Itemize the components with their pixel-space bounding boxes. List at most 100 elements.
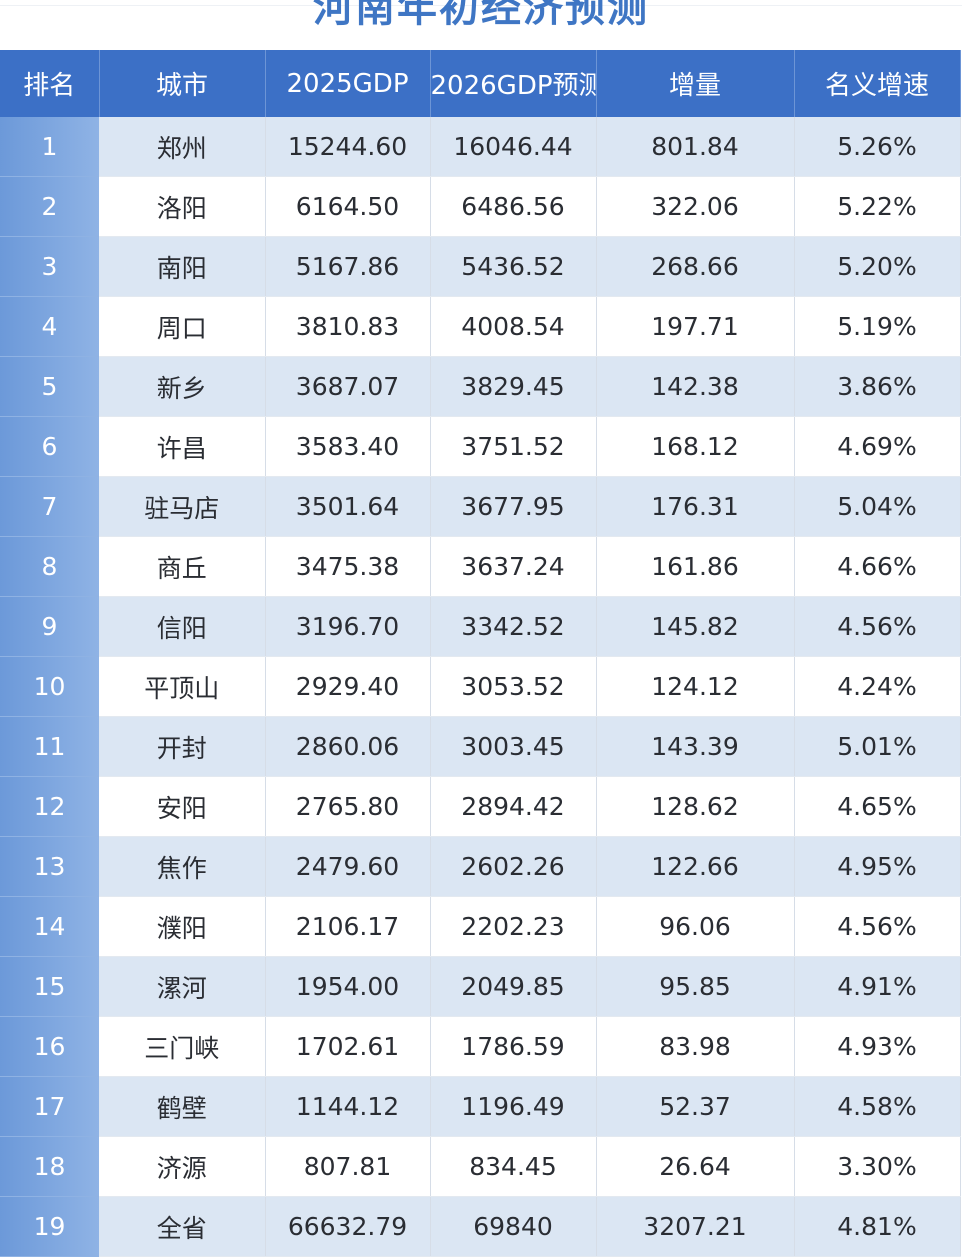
cell-increment: 176.31 xyxy=(596,476,795,537)
cell-increment: 122.66 xyxy=(596,836,795,897)
cell-city: 鹤壁 xyxy=(99,1076,266,1137)
table-row: 9 信阳 3196.70 3342.52 145.82 4.56% xyxy=(0,596,961,657)
cell-rank: 10 xyxy=(0,656,99,717)
table-row: 14 濮阳 2106.17 2202.23 96.06 4.56% xyxy=(0,896,961,957)
cell-city: 周口 xyxy=(99,296,266,357)
cell-city: 许昌 xyxy=(99,416,266,477)
cell-gdp-2025: 3583.40 xyxy=(265,416,431,477)
cell-gdp-2025: 1144.12 xyxy=(265,1076,431,1137)
cell-gdp-2026-forecast: 1196.49 xyxy=(430,1076,597,1137)
cell-rank: 17 xyxy=(0,1076,99,1137)
cell-nominal-growth: 5.26% xyxy=(794,117,961,177)
cell-gdp-2026-forecast: 5436.52 xyxy=(430,236,597,297)
cell-rank: 15 xyxy=(0,956,99,1017)
table-row: 3 南阳 5167.86 5436.52 268.66 5.20% xyxy=(0,236,961,297)
cell-nominal-growth: 4.56% xyxy=(794,896,961,957)
cell-rank: 16 xyxy=(0,1016,99,1077)
cell-nominal-growth: 4.81% xyxy=(794,1196,961,1257)
cell-gdp-2025: 1702.61 xyxy=(265,1016,431,1077)
cell-gdp-2026-forecast: 1786.59 xyxy=(430,1016,597,1077)
cell-city: 焦作 xyxy=(99,836,266,897)
cell-rank: 8 xyxy=(0,536,99,597)
cell-nominal-growth: 5.19% xyxy=(794,296,961,357)
cell-increment: 161.86 xyxy=(596,536,795,597)
cell-nominal-growth: 4.56% xyxy=(794,596,961,657)
cell-increment: 197.71 xyxy=(596,296,795,357)
cell-rank: 13 xyxy=(0,836,99,897)
cell-gdp-2025: 2106.17 xyxy=(265,896,431,957)
cell-gdp-2026-forecast: 3677.95 xyxy=(430,476,597,537)
cell-nominal-growth: 3.30% xyxy=(794,1136,961,1197)
cell-nominal-growth: 5.22% xyxy=(794,176,961,237)
table-header-row: 排名 城市 2025GDP 2026GDP预测 增量 名义增速 xyxy=(0,50,961,117)
cell-gdp-2026-forecast: 3637.24 xyxy=(430,536,597,597)
table-row: 15 漯河 1954.00 2049.85 95.85 4.91% xyxy=(0,956,961,1017)
cell-increment: 26.64 xyxy=(596,1136,795,1197)
cell-gdp-2025: 3687.07 xyxy=(265,356,431,417)
cell-city: 漯河 xyxy=(99,956,266,1017)
cell-nominal-growth: 5.20% xyxy=(794,236,961,297)
cell-gdp-2026-forecast: 2894.42 xyxy=(430,776,597,837)
cell-increment: 143.39 xyxy=(596,716,795,777)
table-row: 7 驻马店 3501.64 3677.95 176.31 5.04% xyxy=(0,476,961,537)
cell-rank: 3 xyxy=(0,236,99,297)
page-title: 河南年初经济预测 xyxy=(313,0,649,28)
gdp-table: 排名 城市 2025GDP 2026GDP预测 增量 名义增速 1 郑州 15244.60 16… xyxy=(0,50,961,1257)
cell-nominal-growth: 5.01% xyxy=(794,716,961,777)
cell-gdp-2026-forecast: 2202.23 xyxy=(430,896,597,957)
header-gdp-2025: 2025GDP xyxy=(265,50,431,117)
cell-increment: 168.12 xyxy=(596,416,795,477)
cell-rank: 14 xyxy=(0,896,99,957)
table-row: 16 三门峡 1702.61 1786.59 83.98 4.93% xyxy=(0,1016,961,1077)
table-row: 2 洛阳 6164.50 6486.56 322.06 5.22% xyxy=(0,176,961,237)
cell-city: 安阳 xyxy=(99,776,266,837)
header-nominal-growth: 名义增速 xyxy=(794,50,961,117)
cell-increment: 124.12 xyxy=(596,656,795,717)
cell-gdp-2026-forecast: 4008.54 xyxy=(430,296,597,357)
cell-increment: 96.06 xyxy=(596,896,795,957)
cell-nominal-growth: 4.58% xyxy=(794,1076,961,1137)
header-rank: 排名 xyxy=(0,50,100,117)
cell-gdp-2025: 2765.80 xyxy=(265,776,431,837)
cell-city: 新乡 xyxy=(99,356,266,417)
cell-gdp-2025: 15244.60 xyxy=(265,117,431,177)
cell-city: 开封 xyxy=(99,716,266,777)
cell-increment: 142.38 xyxy=(596,356,795,417)
cell-nominal-growth: 4.93% xyxy=(794,1016,961,1077)
cell-gdp-2026-forecast: 3829.45 xyxy=(430,356,597,417)
cell-nominal-growth: 4.65% xyxy=(794,776,961,837)
cell-city: 三门峡 xyxy=(99,1016,266,1077)
cell-nominal-growth: 4.95% xyxy=(794,836,961,897)
table-row: 1 郑州 15244.60 16046.44 801.84 5.26% xyxy=(0,117,961,177)
cell-rank: 18 xyxy=(0,1136,99,1197)
cell-increment: 52.37 xyxy=(596,1076,795,1137)
cell-increment: 95.85 xyxy=(596,956,795,1017)
cell-rank: 19 xyxy=(0,1196,99,1257)
cell-gdp-2026-forecast: 3053.52 xyxy=(430,656,597,717)
cell-nominal-growth: 5.04% xyxy=(794,476,961,537)
cell-rank: 12 xyxy=(0,776,99,837)
table-row: 19 全省 66632.79 69840 3207.21 4.81% xyxy=(0,1196,961,1257)
header-gdp-2026-forecast: 2026GDP预测 xyxy=(430,50,597,117)
top-divider xyxy=(0,5,962,6)
header-city: 城市 xyxy=(99,50,266,117)
cell-increment: 322.06 xyxy=(596,176,795,237)
cell-gdp-2026-forecast: 3342.52 xyxy=(430,596,597,657)
cell-gdp-2026-forecast: 69840 xyxy=(430,1196,597,1257)
header-increment: 增量 xyxy=(596,50,795,117)
cell-rank: 9 xyxy=(0,596,99,657)
table-row: 4 周口 3810.83 4008.54 197.71 5.19% xyxy=(0,296,961,357)
cell-increment: 3207.21 xyxy=(596,1196,795,1257)
cell-city: 郑州 xyxy=(99,117,266,177)
table-row: 5 新乡 3687.07 3829.45 142.38 3.86% xyxy=(0,356,961,417)
table-row: 12 安阳 2765.80 2894.42 128.62 4.65% xyxy=(0,776,961,837)
cell-rank: 6 xyxy=(0,416,99,477)
cell-rank: 7 xyxy=(0,476,99,537)
cell-gdp-2025: 2479.60 xyxy=(265,836,431,897)
cell-rank: 2 xyxy=(0,176,99,237)
cell-nominal-growth: 3.86% xyxy=(794,356,961,417)
cell-gdp-2025: 3196.70 xyxy=(265,596,431,657)
table-row: 10 平顶山 2929.40 3053.52 124.12 4.24% xyxy=(0,656,961,717)
cell-increment: 128.62 xyxy=(596,776,795,837)
cell-rank: 4 xyxy=(0,296,99,357)
